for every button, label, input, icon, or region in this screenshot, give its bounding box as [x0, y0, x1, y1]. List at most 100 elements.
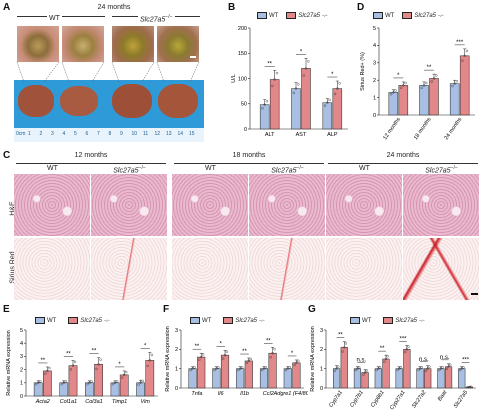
category-label: Timp1 [112, 399, 127, 405]
significance-label: * [331, 72, 334, 78]
legend-f-ko: Slc27a5 −/− [223, 317, 265, 324]
data-point [420, 86, 423, 90]
data-point [69, 368, 73, 371]
geno-wt-12: WT [47, 165, 58, 172]
data-point [88, 381, 91, 384]
data-point [468, 385, 471, 389]
data-point [449, 363, 452, 366]
category-label: Il6 [218, 391, 225, 397]
zoom-lines [16, 62, 200, 82]
age-header-18: 18 months [232, 152, 266, 159]
category-label: 12 months [382, 117, 402, 142]
ruler-tick: 14 [177, 131, 184, 137]
data-point [73, 360, 77, 364]
data-point [86, 382, 89, 386]
data-point [404, 81, 407, 85]
significance-label: ** [40, 358, 45, 364]
data-point [238, 367, 242, 370]
significance-label: n.s. [356, 358, 366, 364]
wt-swatch [35, 317, 45, 324]
bar-ko [94, 364, 103, 397]
data-point [148, 359, 151, 362]
data-point [263, 103, 266, 106]
data-point [64, 380, 68, 383]
data-point [378, 366, 382, 369]
data-point [71, 364, 75, 367]
bar-wt [458, 368, 466, 389]
bar-wt [374, 368, 382, 389]
bar-wt [416, 368, 424, 389]
y-tick-label: 0 [20, 394, 23, 400]
ruler: 0cm 1 2 3 4 5 6 7 8 9 10 11 12 13 14 15 [14, 128, 204, 142]
y-tick-label: 1 [320, 366, 323, 372]
bar-wt [419, 85, 429, 116]
category-label: 18 months [413, 117, 433, 142]
data-point [417, 368, 420, 372]
significance-label: ** [427, 65, 432, 71]
data-point [201, 353, 205, 356]
ko-label: Slc27a5−/− [138, 14, 175, 24]
data-point [338, 82, 341, 85]
bar-ko [197, 356, 206, 389]
y-axis-label: Relative mRNA expression [165, 326, 171, 391]
geno-wt-18: WT [205, 165, 216, 172]
ko-swatch [68, 317, 79, 324]
histology-sr-wt-18 [172, 238, 248, 300]
data-point [288, 366, 291, 369]
data-point [326, 101, 329, 104]
ruler-ticks: 1 2 3 4 5 6 7 8 9 10 11 12 13 14 15 [28, 131, 202, 141]
bar-wt [283, 368, 292, 389]
category-label: Il1b [240, 391, 249, 397]
age-rule-18 [174, 163, 324, 164]
data-point [120, 376, 124, 379]
category-label: Cyp27a1 [389, 390, 407, 410]
ruler-tick: 6 [85, 131, 89, 137]
data-point [191, 367, 194, 370]
data-point [432, 77, 436, 80]
ruler-tick: 10 [131, 131, 138, 137]
age-rule-24 [328, 163, 478, 164]
data-point [460, 367, 463, 370]
data-point [198, 358, 201, 361]
data-point [295, 361, 298, 365]
data-point [403, 350, 407, 354]
gallbladder-photo-wt-1 [17, 26, 59, 62]
data-point [426, 367, 429, 370]
data-point [225, 350, 229, 353]
liver-wt-2 [60, 86, 98, 116]
data-point [223, 353, 227, 357]
bar-ko [444, 366, 453, 389]
legend-g-wt: WT [350, 317, 371, 324]
bar-wt [188, 368, 197, 389]
chart-g-bile-acid-genes: 0 1 2 3 Relative mRNA expression ** Cyp7a1 n.s.… [310, 326, 476, 410]
y-tick-label: 100 [238, 76, 247, 82]
data-point [377, 367, 380, 370]
histology-he-wt-12 [14, 174, 90, 236]
data-point [333, 92, 337, 96]
data-point [424, 369, 428, 372]
histology-sr-ko-18 [249, 238, 325, 300]
bar-wt [212, 368, 221, 389]
geno-ko-12: Slc27a5−/− [113, 165, 146, 175]
chart-b-serum-enzymes: 0 50 100 150 200 U/L ** ALT * AST * ALP [231, 26, 348, 138]
category-label: Slc27a5 [453, 389, 470, 409]
ruler-tick: 1 [28, 131, 31, 137]
y-axis-label: Relative mRNA expression [310, 326, 316, 391]
data-point [249, 357, 252, 361]
significance-label: * [300, 49, 303, 55]
histology-he-ko-18 [249, 174, 325, 236]
data-point [341, 350, 344, 353]
data-point [95, 367, 98, 371]
data-point [189, 368, 192, 372]
legend-d: WT Slc27a5 −/− [373, 12, 444, 19]
significance-label: ** [92, 349, 97, 355]
data-point [463, 54, 466, 58]
data-point [122, 373, 126, 377]
bar-wt [353, 368, 362, 389]
data-point [245, 361, 249, 365]
data-point [213, 368, 216, 372]
y-tick-label: 0 [373, 113, 376, 119]
data-point [362, 373, 365, 376]
histology-he-ko-24 [403, 174, 479, 236]
significance-label: n.s. [440, 355, 450, 361]
